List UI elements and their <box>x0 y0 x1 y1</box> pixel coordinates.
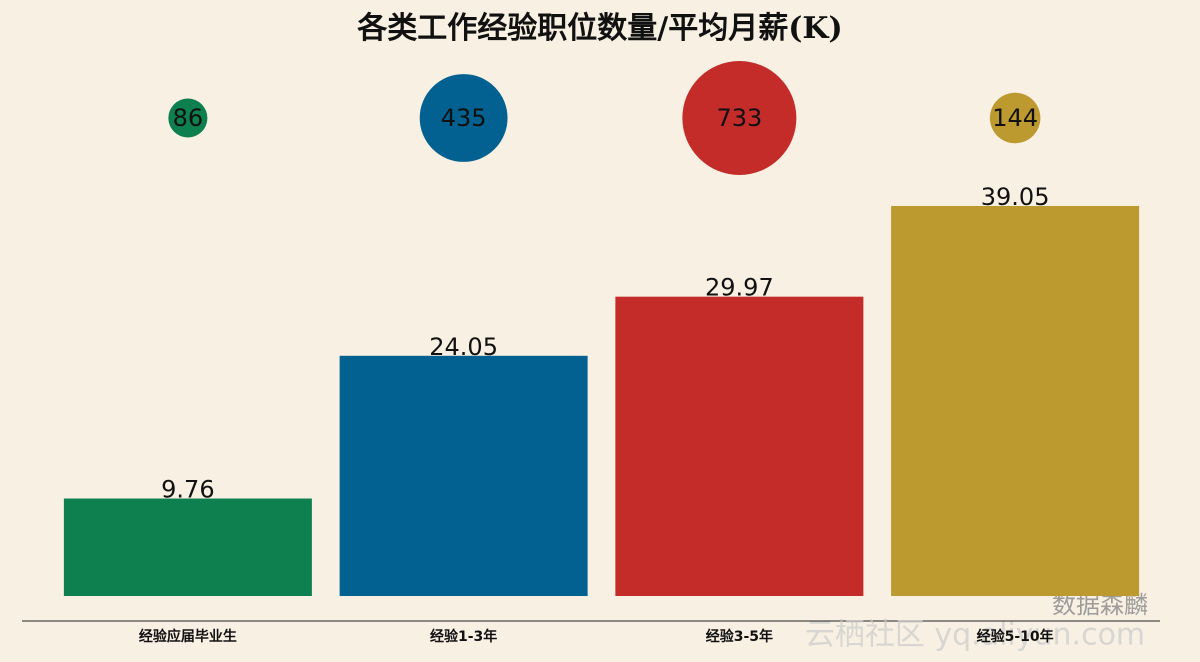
chart-title: 各类工作经验职位数量/平均月薪(K) <box>356 11 842 46</box>
bar <box>339 355 588 596</box>
value-label: 29.97 <box>705 274 774 302</box>
value-label: 24.05 <box>429 333 498 361</box>
bar <box>891 206 1140 596</box>
bar <box>63 498 312 596</box>
bubble <box>989 92 1041 144</box>
bar <box>615 296 864 596</box>
x-tick-label: 经验3-5年 <box>706 628 773 645</box>
bubble <box>682 61 797 175</box>
bubble <box>419 74 508 162</box>
bubble-label: 144 <box>992 104 1038 132</box>
value-label: 9.76 <box>161 476 214 504</box>
watermark: 云栖社区 yq.aliyun.com <box>805 618 1145 653</box>
bubble-label: 86 <box>173 104 204 132</box>
x-tick-label: 经验5-10年 <box>977 628 1054 645</box>
bubble-label: 733 <box>716 104 762 132</box>
bubble-label: 435 <box>441 104 487 132</box>
value-label: 39.05 <box>981 183 1050 211</box>
x-tick-label: 经验应届毕业生 <box>139 628 237 645</box>
x-tick-label: 经验1-3年 <box>430 628 497 645</box>
bubble <box>168 98 208 138</box>
